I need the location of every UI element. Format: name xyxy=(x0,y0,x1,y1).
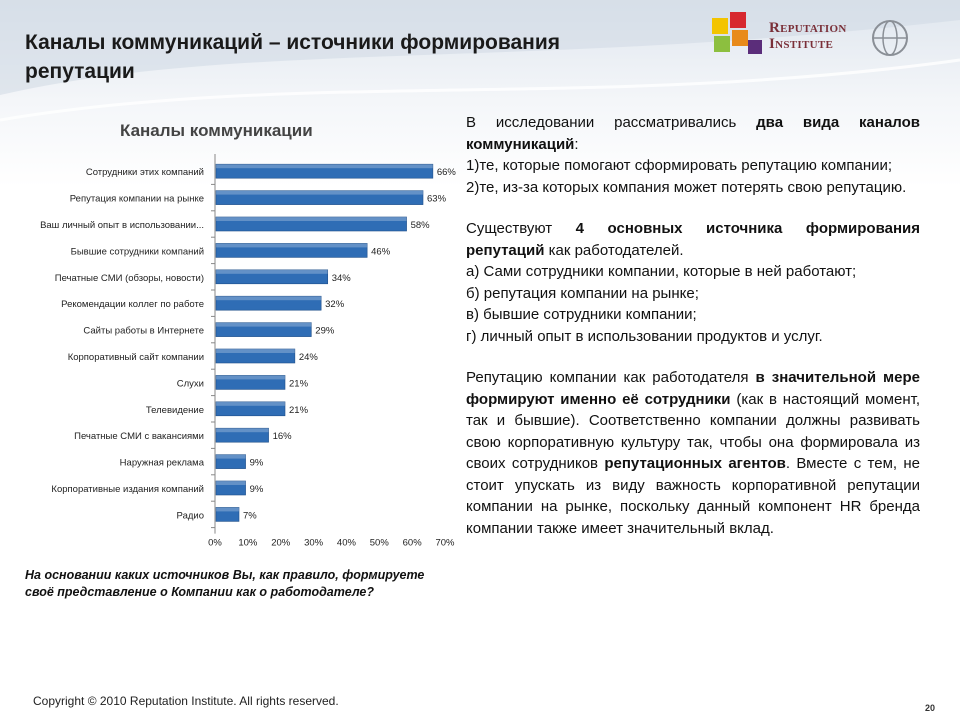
paragraph-intro: В исследовании рассматривались два вида … xyxy=(466,112,920,155)
data-label: 66% xyxy=(437,167,457,178)
x-tick-label: 10% xyxy=(238,538,258,549)
bar xyxy=(215,322,312,337)
bar xyxy=(215,480,246,496)
list-item: а) Сами сотрудники компании, которые в н… xyxy=(466,263,857,280)
bar-highlight xyxy=(216,164,433,169)
bar xyxy=(215,348,296,364)
data-label: 16% xyxy=(273,431,293,442)
data-label: 7% xyxy=(243,510,257,521)
data-label: 24% xyxy=(299,352,319,363)
list-item: 2)те, из-за которых компания может потер… xyxy=(466,178,907,196)
list-item: б) репутация компании на рынке; xyxy=(466,284,699,302)
survey-question: На основании каких источников Вы, как пр… xyxy=(25,568,425,599)
bar-highlight xyxy=(216,507,239,512)
bar xyxy=(215,269,329,285)
bar-highlight xyxy=(216,349,295,353)
text-span: : xyxy=(574,135,579,153)
bar-highlight xyxy=(216,243,368,248)
bar xyxy=(215,427,269,443)
x-tick-label: 40% xyxy=(337,538,357,549)
data-label: 63% xyxy=(427,194,447,205)
data-label: 29% xyxy=(315,326,335,337)
text-bold: в значительной мере формируют именно её … xyxy=(466,369,921,408)
data-label: 9% xyxy=(250,458,264,469)
text-span: Репутацию компании как работодателя xyxy=(466,369,756,386)
text-bold: 4 основных источника формирования репута… xyxy=(466,220,920,259)
bar-highlight xyxy=(216,269,328,274)
logo-text-line-2: Institute xyxy=(769,36,834,52)
category-label: Рекомендации коллег по работе xyxy=(61,299,204,310)
category-label: Слухи xyxy=(177,378,204,389)
category-label: Репутация компании на рынке xyxy=(70,194,204,205)
category-label: Печатные СМИ (обзоры, новости) xyxy=(55,273,204,284)
bar xyxy=(215,295,322,311)
category-label: Печатные СМИ с вакансиями xyxy=(74,431,204,442)
data-label: 21% xyxy=(289,378,309,389)
x-tick-label: 0% xyxy=(208,538,222,549)
text-span: как работодателей. xyxy=(544,241,684,259)
data-label: 34% xyxy=(332,273,352,284)
data-label: 58% xyxy=(411,220,431,231)
bar-highlight xyxy=(216,401,285,406)
x-tick-label: 20% xyxy=(271,538,291,549)
data-label: 9% xyxy=(250,484,264,495)
bar xyxy=(215,454,246,469)
data-label: 46% xyxy=(371,246,391,257)
page-number: 20 xyxy=(925,703,936,713)
bar xyxy=(215,243,368,258)
bar-highlight xyxy=(216,217,407,221)
bar-highlight xyxy=(216,296,322,301)
communication-channels-chart: Каналы коммуникации Сотрудники этих компа… xyxy=(0,112,460,562)
bar-highlight xyxy=(216,454,246,459)
category-label: Наружная реклама xyxy=(120,458,205,469)
logo-text: Reputation Institute xyxy=(769,20,847,52)
chart-title: Каналы коммуникации xyxy=(120,121,313,140)
paragraph-conclusion: Репутацию компании как работодателя в зн… xyxy=(466,367,920,539)
category-label: Корпоративный сайт компании xyxy=(68,352,204,363)
bar xyxy=(215,216,407,232)
reputation-institute-logo: Reputation Institute xyxy=(712,12,912,62)
copyright-notice: Copyright © 2010 Reputation Institute. A… xyxy=(33,694,339,708)
slide-title-line-1: Каналы коммуникаций – источники формиров… xyxy=(25,31,561,54)
logo-text-line-1: Reputation xyxy=(769,20,847,36)
slide-title-line-2: репутации xyxy=(25,60,135,83)
data-label: 21% xyxy=(289,405,309,416)
bar-highlight xyxy=(216,428,269,433)
category-label: Бывшие сотрудники компаний xyxy=(71,246,204,257)
category-label: Корпоративные издания компаний xyxy=(51,484,204,495)
text-span: . Вместе с тем, не стоит упускать из вид… xyxy=(466,455,920,537)
category-label: Радио xyxy=(177,510,204,521)
text-bold: два вида каналов коммуникаций xyxy=(466,114,921,153)
list-item: 1)те, которые помогают сформировать репу… xyxy=(466,157,893,174)
x-tick-label: 60% xyxy=(403,538,423,549)
body-text: В исследовании рассматривались два вида … xyxy=(466,112,920,539)
bar xyxy=(215,163,434,179)
bar xyxy=(215,401,286,417)
text-span: (как в настоящий момент, так и бывшие). … xyxy=(466,390,920,473)
bar xyxy=(215,375,286,390)
category-label: Сотрудники этих компаний xyxy=(86,167,204,178)
x-tick-label: 30% xyxy=(304,538,324,549)
text-bold: репутационных агентов xyxy=(604,455,786,472)
bar xyxy=(215,507,240,522)
text-span: Существуют xyxy=(466,220,576,237)
list-item: в) бывшие сотрудники компании; xyxy=(466,306,697,323)
bar-highlight xyxy=(216,375,285,380)
logo-mark-icon xyxy=(712,12,908,56)
list-item: г) личный опыт в использовании продуктов… xyxy=(466,327,823,345)
bar xyxy=(215,190,424,205)
x-tick-label: 50% xyxy=(370,538,390,549)
x-tick-label: 70% xyxy=(435,538,455,549)
bar-highlight xyxy=(216,481,246,485)
text-span: В исследовании рассматривались xyxy=(466,114,757,131)
slide-title: Каналы коммуникаций – источники формиров… xyxy=(25,28,665,86)
category-label: Ваш личный опыт в использовании... xyxy=(40,220,204,231)
chart-svg: Каналы коммуникации Сотрудники этих компа… xyxy=(40,121,457,549)
category-label: Сайты работы в Интернете xyxy=(83,326,204,337)
bar-highlight xyxy=(216,190,423,195)
data-label: 32% xyxy=(325,299,345,310)
paragraph-sources: Существуют 4 основных источника формиров… xyxy=(466,218,920,261)
bar-highlight xyxy=(216,322,312,327)
category-label: Телевидение xyxy=(146,405,204,416)
